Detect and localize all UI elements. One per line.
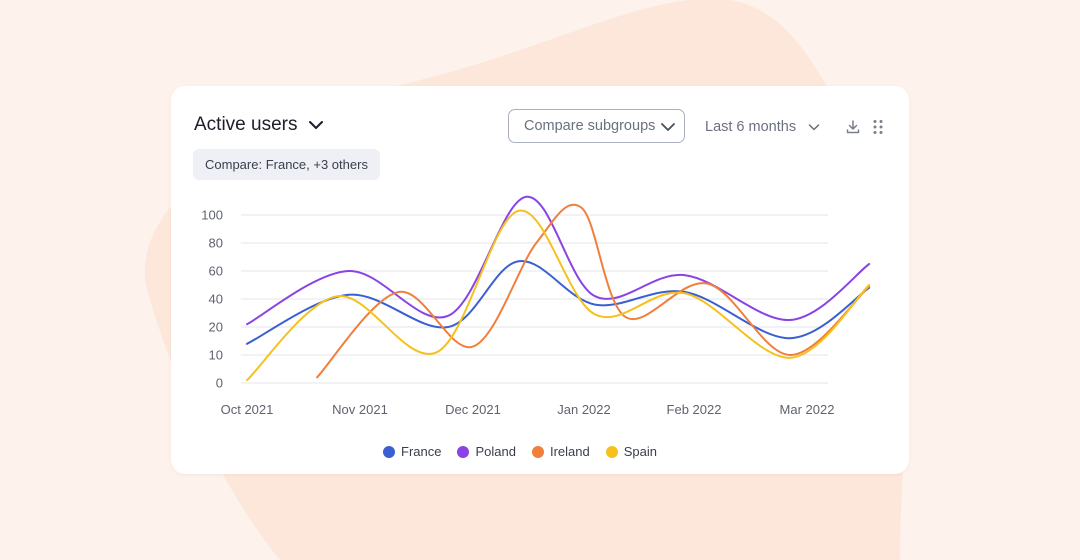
x-tick-label: Feb 2022 — [667, 402, 722, 417]
chevron-down-icon — [808, 124, 820, 131]
x-tick-label: Oct 2021 — [221, 402, 274, 417]
legend-item-spain[interactable]: Spain — [605, 444, 657, 459]
x-tick-label: Jan 2022 — [557, 402, 611, 417]
period-label: Last 6 months — [705, 119, 797, 135]
y-tick-label: 20 — [209, 320, 223, 335]
legend-dot-spain — [605, 445, 618, 458]
legend-dot-france — [383, 445, 395, 458]
y-tick-label: 100 — [201, 208, 223, 223]
compare-chip[interactable]: Compare: France, +3 others — [193, 149, 380, 180]
metric-selector[interactable]: Active users — [194, 114, 325, 136]
x-tick-label: Nov 2021 — [332, 402, 388, 417]
legend-label-ireland: Ireland — [549, 444, 590, 459]
legend-dot-ireland — [531, 445, 544, 458]
y-tick-label: 80 — [209, 236, 223, 251]
y-tick-label: 60 — [209, 264, 223, 279]
chevron-down-icon — [309, 121, 324, 129]
compare-subgroups-button[interactable]: Compare subgroups — [508, 109, 685, 143]
y-tick-label: 10 — [209, 348, 223, 363]
legend-label-spain: Spain — [623, 444, 657, 459]
compare-chip-label: Compare: France, +3 others — [205, 157, 368, 172]
active-users-card: Active users Compare subgroups Last 6 mo… — [171, 86, 909, 474]
chevron-down-icon — [661, 123, 675, 131]
chart-legend: France Poland Ireland Spain — [383, 444, 673, 459]
legend-label-poland: Poland — [475, 444, 516, 459]
series-line-spain — [246, 209, 871, 382]
y-tick-label: 40 — [209, 292, 223, 307]
series-line-france — [246, 260, 871, 345]
compare-subgroups-label: Compare subgroups — [524, 118, 656, 134]
legend-item-france[interactable]: France — [383, 444, 441, 459]
legend-item-poland[interactable]: Poland — [457, 444, 516, 459]
y-tick-label: 0 — [216, 376, 223, 391]
drag-handle-icon[interactable] — [872, 119, 884, 135]
period-selector[interactable]: Last 6 months — [705, 119, 820, 135]
x-tick-label: Mar 2022 — [780, 402, 835, 417]
legend-label-france: France — [401, 444, 442, 459]
legend-dot-poland — [457, 445, 470, 458]
x-tick-label: Dec 2021 — [445, 402, 501, 417]
series-line-ireland — [316, 203, 871, 379]
card-title: Active users — [194, 114, 298, 135]
download-icon[interactable] — [845, 119, 861, 135]
legend-item-ireland[interactable]: Ireland — [531, 444, 590, 459]
series-line-poland — [246, 195, 871, 326]
